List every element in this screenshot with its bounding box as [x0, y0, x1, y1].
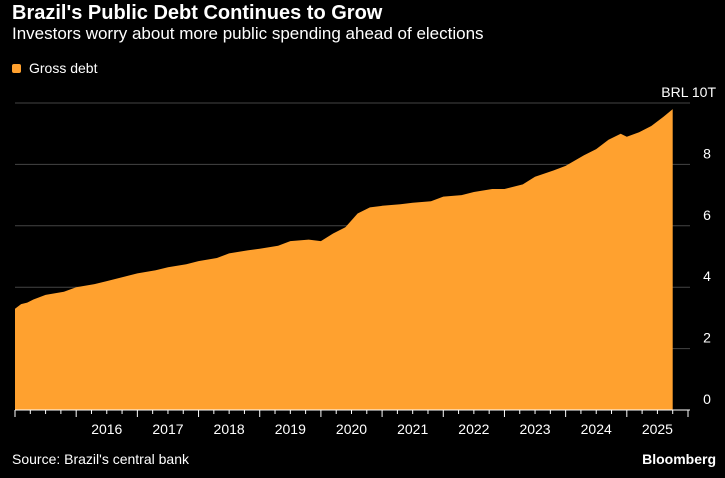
x-tick-label-2020: 2020 [336, 421, 367, 437]
x-tick-label-2023: 2023 [519, 421, 550, 437]
chart-subtitle: Investors worry about more public spendi… [12, 24, 484, 43]
legend-swatch-gross-debt [12, 63, 21, 73]
x-tick-label-2025: 2025 [642, 421, 673, 437]
y-tick-label-2: 2 [703, 330, 711, 346]
bloomberg-logo: Bloomberg [642, 451, 716, 467]
y-tick-label-0: 0 [703, 391, 711, 407]
legend-label-gross-debt: Gross debt [29, 60, 98, 76]
x-tick-label-2019: 2019 [275, 421, 306, 437]
gross-debt-area [15, 109, 673, 410]
x-tick-label-2017: 2017 [152, 421, 183, 437]
legend: Gross debt [12, 60, 97, 76]
source-note: Source: Brazil's central bank [12, 451, 189, 467]
x-tick-label-2024: 2024 [581, 421, 612, 437]
x-tick-label-2018: 2018 [214, 421, 245, 437]
chart-title: Brazil's Public Debt Continues to Grow [12, 2, 383, 24]
x-tick-label-2021: 2021 [397, 421, 428, 437]
y-unit-label: BRL 10T [661, 84, 716, 100]
x-tick-label-2022: 2022 [458, 421, 489, 437]
y-tick-label-4: 4 [703, 268, 711, 284]
y-tick-label-8: 8 [703, 145, 711, 161]
y-tick-label-6: 6 [703, 207, 711, 223]
x-tick-label-2016: 2016 [91, 421, 122, 437]
